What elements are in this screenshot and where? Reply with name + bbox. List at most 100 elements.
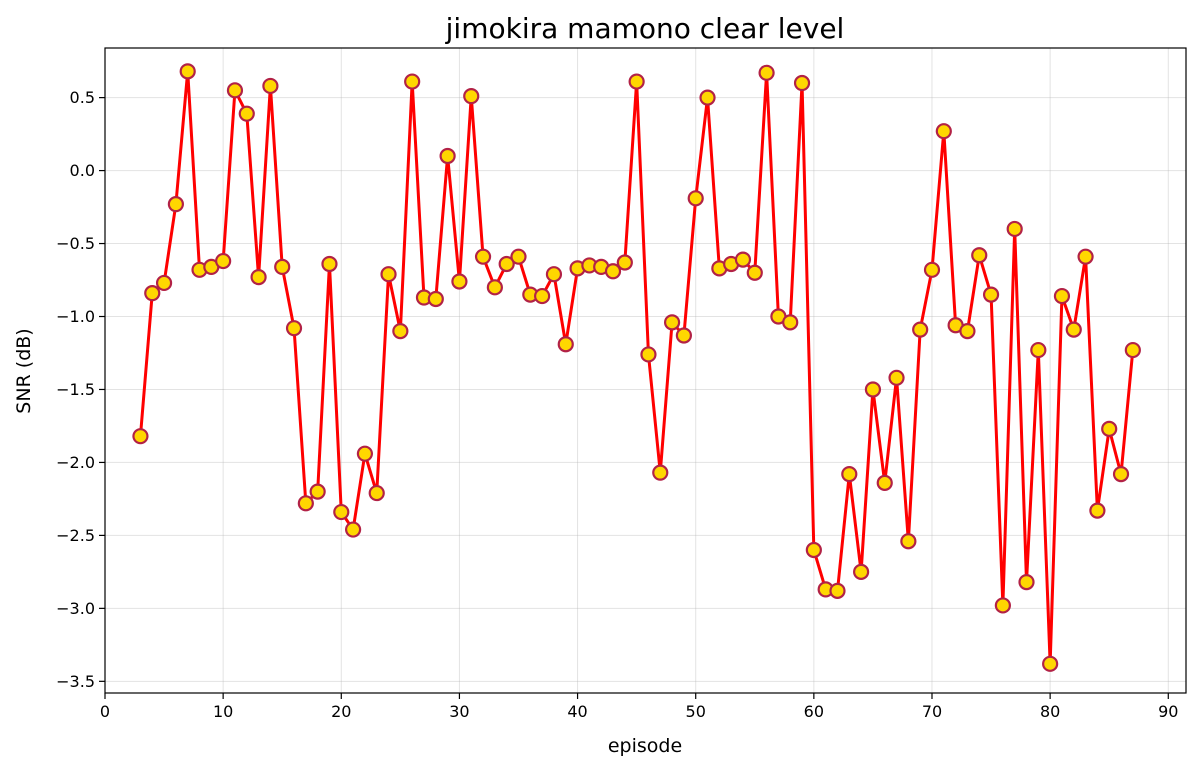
- data-point: [793, 74, 811, 92]
- data-point: [1006, 220, 1023, 238]
- data-point: [640, 346, 657, 363]
- data-point: [1053, 287, 1071, 305]
- data-point: [1018, 573, 1035, 591]
- data-point: [451, 273, 468, 290]
- data-point: [1042, 655, 1059, 672]
- x-tick-label: 70: [922, 702, 942, 721]
- x-tick-label: 50: [686, 702, 706, 721]
- data-point: [474, 248, 492, 265]
- y-tick-label: −3.0: [56, 599, 95, 618]
- y-tick-label: 0.5: [70, 88, 95, 107]
- data-point: [250, 269, 267, 286]
- plot-frame: [104, 47, 1187, 694]
- data-point: [344, 521, 362, 538]
- data-point: [900, 533, 917, 550]
- data-point: [510, 248, 527, 265]
- data-point: [841, 466, 858, 483]
- data-point: [994, 597, 1011, 614]
- data-point: [782, 314, 799, 331]
- data-point: [297, 495, 314, 512]
- data-point: [923, 261, 941, 278]
- data-point: [652, 464, 669, 481]
- data-point: [1101, 420, 1118, 437]
- data-point: [486, 279, 503, 296]
- data-point: [498, 255, 515, 273]
- x-tick-label: 80: [1040, 702, 1060, 721]
- y-tick-label: −2.5: [56, 526, 95, 545]
- data-point: [1089, 502, 1106, 519]
- chart-title: jimokira mamono clear level: [445, 12, 845, 45]
- data-point: [392, 322, 409, 340]
- y-tick-label: −1.0: [56, 307, 95, 326]
- data-point: [604, 263, 622, 280]
- data-point: [167, 196, 184, 213]
- data-point: [628, 73, 645, 90]
- data-point: [274, 258, 291, 275]
- data-point: [758, 64, 775, 81]
- data-point: [675, 327, 692, 344]
- data-point: [427, 290, 444, 308]
- x-tick-label: 90: [1158, 702, 1178, 721]
- data-point: [463, 88, 480, 105]
- data-point: [971, 247, 988, 264]
- x-tick-label: 40: [567, 702, 587, 721]
- data-point: [285, 320, 303, 337]
- data-point: [982, 286, 1000, 303]
- data-point: [687, 190, 704, 207]
- y-tick-label: −0.5: [56, 234, 95, 253]
- data-point: [132, 428, 149, 445]
- data-point: [864, 381, 882, 398]
- data-point: [935, 123, 952, 140]
- data-point: [404, 73, 421, 90]
- y-axis-label: SNR (dB): [13, 328, 35, 413]
- data-point: [238, 105, 255, 122]
- x-tick-label: 60: [804, 702, 824, 721]
- data-point: [356, 445, 374, 462]
- data-point: [663, 314, 681, 331]
- data-point: [1112, 466, 1130, 483]
- data-point: [1065, 321, 1082, 338]
- data-point: [888, 369, 905, 386]
- y-tick-label: −3.5: [56, 672, 95, 691]
- series-layer: [132, 63, 1141, 672]
- data-point: [853, 563, 870, 580]
- ticks: 0 10 20 30 40 50 60 70 80 90 −3.5 −3.0 −2.5 −2.0 −1.5 −…: [56, 88, 1178, 721]
- series-line: [138, 69, 1135, 666]
- data-point: [321, 255, 338, 273]
- data-point: [557, 336, 574, 353]
- data-point: [262, 77, 279, 95]
- data-point: [534, 287, 551, 305]
- data-point: [805, 541, 822, 559]
- data-point: [215, 252, 232, 270]
- data-point: [616, 254, 633, 271]
- data-point: [545, 266, 563, 283]
- data-point: [368, 484, 385, 502]
- data-point: [876, 474, 893, 491]
- data-point: [1030, 341, 1047, 359]
- data-point: [226, 82, 244, 99]
- y-tick-label: −1.5: [56, 380, 95, 399]
- data-point: [829, 582, 846, 599]
- y-tick-label: 0.0: [70, 161, 95, 180]
- data-point: [1077, 248, 1094, 265]
- data-point: [333, 503, 350, 521]
- data-point: [699, 89, 716, 106]
- data-point: [380, 266, 397, 283]
- data-point: [959, 322, 976, 340]
- data-point: [439, 147, 456, 165]
- data-point: [144, 285, 161, 302]
- x-axis-label: episode: [608, 735, 682, 757]
- data-point: [309, 483, 326, 500]
- x-tick-label: 0: [100, 702, 110, 721]
- data-point: [179, 63, 196, 80]
- x-tick-label: 10: [213, 702, 233, 721]
- y-tick-label: −2.0: [56, 453, 95, 472]
- data-point: [1124, 341, 1141, 359]
- x-tick-label: 30: [449, 702, 469, 721]
- data-point: [155, 274, 173, 292]
- data-point: [746, 264, 763, 281]
- data-point: [912, 321, 929, 338]
- x-tick-label: 20: [331, 702, 351, 721]
- data-point: [734, 251, 752, 268]
